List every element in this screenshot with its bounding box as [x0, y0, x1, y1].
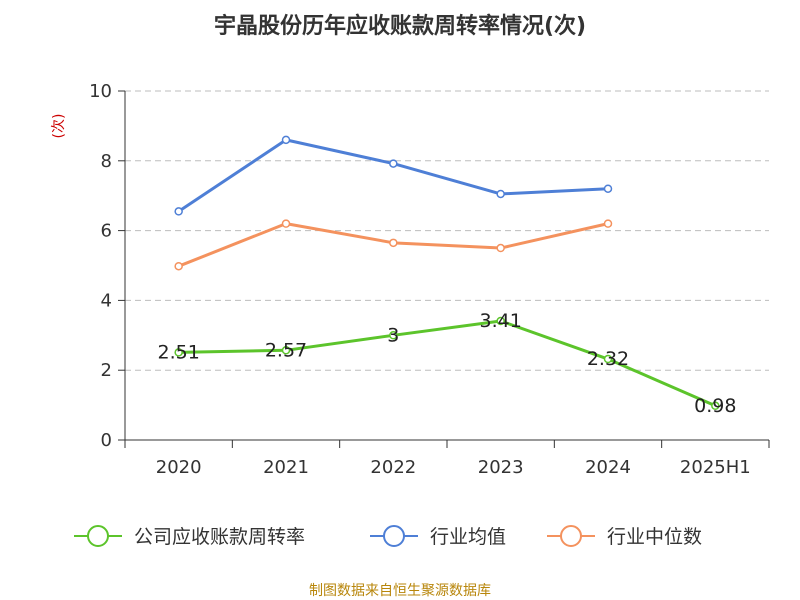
- axes: 0 2 4 6 8 10 2020 2021 2022 2023 2024 2025H1: [89, 81, 770, 478]
- legend-marker-1: [383, 525, 405, 547]
- data-point-2-0: [174, 261, 183, 271]
- x-tick-label-2024: 2024: [585, 457, 631, 478]
- data-point-2-4: [603, 219, 613, 228]
- legend-label-0: 公司应收账款周转率: [134, 526, 305, 548]
- data-point-0-0: [174, 348, 183, 357]
- data-point-1-2: [389, 159, 398, 168]
- data-point-0-4: [603, 354, 613, 364]
- legend-label-1: 行业均值: [430, 526, 506, 548]
- data-point-0-5: [711, 401, 720, 411]
- legend-label-2: 行业中位数: [607, 526, 702, 548]
- data-point-1-0: [174, 207, 183, 216]
- data-point-2-3: [496, 243, 505, 253]
- x-tick-label-2025H1: 2025H1: [680, 457, 751, 478]
- data-label-4: 2.32: [587, 348, 629, 370]
- data-label-3: 3.41: [480, 310, 522, 332]
- data-label-0: 2.51: [158, 341, 200, 363]
- data-label-2: 3: [387, 324, 399, 346]
- data-point-0-3: [496, 316, 505, 326]
- data-labels: 2.51 2.57 3 3.41 2.32 0.98: [158, 310, 737, 417]
- data-point-1-4: [603, 184, 613, 193]
- series-line-1: [177, 138, 609, 213]
- legend-marker-2: [560, 525, 582, 547]
- series-line-0: [178, 319, 716, 408]
- data-point-1-1: [281, 135, 291, 145]
- x-tick-label-2023: 2023: [478, 457, 524, 478]
- legend: 公司应收账款周转率 行业均值 行业中位数: [74, 525, 702, 548]
- data-point-2-2: [389, 238, 398, 248]
- y-tick-label: 2: [101, 360, 112, 381]
- x-tick-label-2022: 2022: [370, 457, 416, 478]
- x-tick-label-2021: 2021: [263, 457, 309, 478]
- data-point-0-2: [389, 331, 398, 340]
- y-tick-label: 0: [101, 430, 112, 451]
- y-tick-label: 4: [101, 290, 112, 311]
- y-tick-label: 10: [89, 81, 112, 102]
- x-tick-label-2020: 2020: [156, 457, 202, 478]
- y-tick-label: 8: [101, 151, 112, 172]
- chart-title: 宇晶股份历年应收账款周转率情况(次): [214, 13, 586, 39]
- y-tick-label: 6: [101, 221, 112, 242]
- data-label-5: 0.98: [694, 395, 736, 417]
- source-note: 制图数据来自恒生聚源数据库: [309, 583, 491, 599]
- data-point-1-3: [496, 189, 505, 199]
- grid-lines: [125, 90, 769, 371]
- y-axis-label: (次): [51, 114, 67, 139]
- data-point-2-1: [281, 219, 291, 228]
- data-label-1: 2.57: [265, 339, 307, 361]
- legend-marker-0: [87, 525, 109, 547]
- series-lines: [174, 135, 720, 411]
- data-point-0-1: [281, 346, 291, 355]
